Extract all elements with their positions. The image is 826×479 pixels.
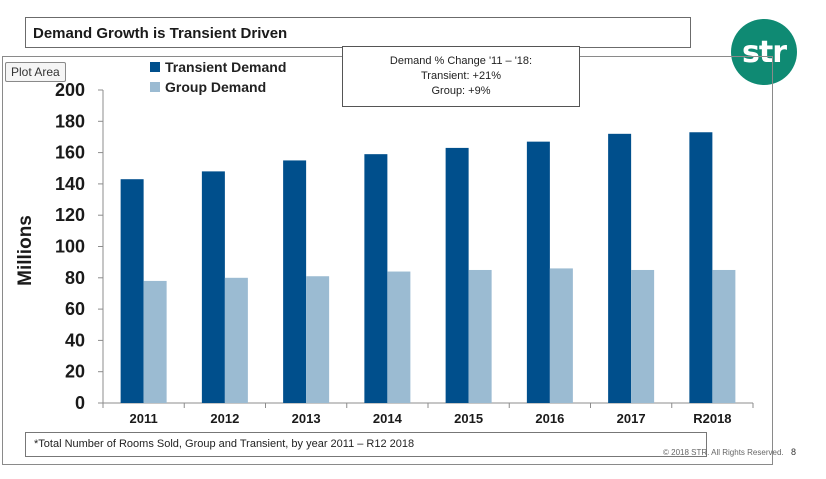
x-tick-label: 2015 bbox=[454, 411, 483, 426]
bar-transient-2012[interactable] bbox=[201, 171, 225, 403]
x-tick-label: 2017 bbox=[617, 411, 646, 426]
annotation-box[interactable]: Demand % Change '11 – '18: Transient: +2… bbox=[342, 46, 580, 107]
bar-group-2012[interactable] bbox=[224, 277, 248, 403]
x-tick-label: 2012 bbox=[210, 411, 239, 426]
bar-transient-2015[interactable] bbox=[445, 147, 469, 403]
y-tick-label: 160 bbox=[55, 143, 85, 163]
bar-group-2017[interactable] bbox=[631, 269, 655, 403]
bar-transient-R2018[interactable] bbox=[689, 132, 713, 403]
bar-group-2011[interactable] bbox=[143, 280, 167, 403]
legend-label-transient: Transient Demand bbox=[165, 59, 287, 75]
annotation-line-3: Group: +9% bbox=[431, 85, 491, 97]
footnote: *Total Number of Rooms Sold, Group and T… bbox=[25, 432, 707, 457]
bar-group-2016[interactable] bbox=[549, 268, 573, 403]
bar-group-2015[interactable] bbox=[468, 269, 492, 403]
y-tick-label: 180 bbox=[55, 111, 85, 131]
y-tick-label: 60 bbox=[65, 299, 85, 319]
bar-group-2013[interactable] bbox=[306, 276, 330, 403]
y-tick-label: 0 bbox=[75, 393, 85, 413]
slide-title: Demand Growth is Transient Driven bbox=[25, 17, 691, 48]
bar-transient-2013[interactable] bbox=[283, 160, 307, 403]
bar-transient-2016[interactable] bbox=[526, 141, 550, 403]
annotation-line-1: Demand % Change '11 – '18: bbox=[389, 55, 533, 67]
bar-transient-2011[interactable] bbox=[120, 179, 144, 403]
bar-transient-2017[interactable] bbox=[608, 133, 632, 403]
bar-transient-2014[interactable] bbox=[364, 154, 388, 403]
y-tick-label: 80 bbox=[65, 268, 85, 288]
x-tick-label: 2011 bbox=[130, 411, 158, 426]
str-logo: str bbox=[731, 19, 797, 85]
y-tick-label: 200 bbox=[55, 80, 85, 100]
page-number: 8 bbox=[791, 447, 797, 457]
y-axis-label: Millions bbox=[15, 215, 36, 286]
legend-label-group: Group Demand bbox=[165, 79, 267, 95]
x-tick-label: 2016 bbox=[535, 411, 564, 426]
plot-area-tooltip: Plot Area bbox=[5, 62, 66, 82]
y-tick-label: 20 bbox=[65, 362, 85, 382]
bar-group-R2018[interactable] bbox=[712, 269, 736, 403]
copyright-text: © 2018 STR. All Rights Reserved. bbox=[663, 448, 784, 457]
legend-swatch-transient bbox=[150, 62, 160, 72]
annotation-line-2: Transient: +21% bbox=[421, 70, 501, 82]
y-tick-label: 120 bbox=[55, 205, 85, 225]
y-tick-label: 140 bbox=[55, 174, 85, 194]
x-tick-label: 2013 bbox=[292, 411, 321, 426]
x-tick-label: 2014 bbox=[373, 411, 403, 426]
y-tick-label: 40 bbox=[65, 330, 85, 350]
legend-item-group: Group Demand bbox=[150, 77, 286, 97]
chart-legend: Transient Demand Group Demand bbox=[150, 57, 286, 97]
x-tick-label: R2018 bbox=[693, 411, 731, 426]
bar-group-2014[interactable] bbox=[387, 271, 411, 403]
legend-swatch-group bbox=[150, 82, 160, 92]
legend-item-transient: Transient Demand bbox=[150, 57, 286, 77]
y-tick-label: 100 bbox=[55, 237, 85, 257]
